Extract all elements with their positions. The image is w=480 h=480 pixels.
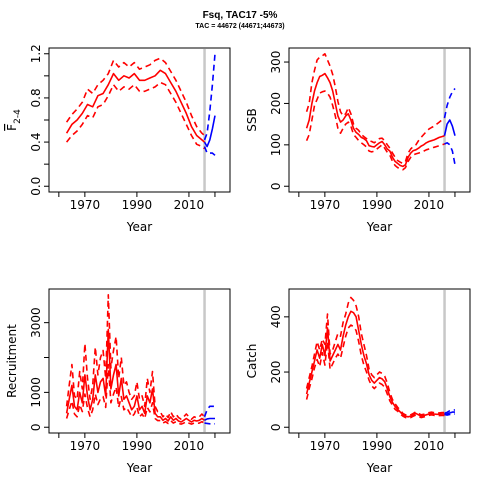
y-axis-label-main: F xyxy=(5,124,19,131)
series-history-upper xyxy=(65,294,206,420)
series-projection-lower xyxy=(203,146,216,156)
series-history-median xyxy=(305,72,445,168)
x-tick-label: 2010 xyxy=(174,439,205,453)
series-projection-lower xyxy=(444,413,455,416)
series-projection-lower xyxy=(204,422,215,425)
x-tick-label: 1970 xyxy=(310,198,341,212)
series-projection-upper xyxy=(444,409,456,415)
y-tick-label: 0.4 xyxy=(29,133,43,152)
y-tick-label: 300 xyxy=(269,51,283,74)
y-tick-label: 1.2 xyxy=(29,44,43,63)
series-projection-median xyxy=(203,115,216,148)
y-tick-label: 0 xyxy=(269,182,283,190)
y-axis-label: Catch xyxy=(245,344,259,379)
plot-frame xyxy=(48,288,231,434)
series-projection-lower xyxy=(444,142,456,165)
y-tick-label: 200 xyxy=(269,92,283,115)
y-tick-label: 0.8 xyxy=(29,88,43,107)
figure-title: Fsq, TAC17 -5% xyxy=(202,10,278,21)
x-tick-label: 1990 xyxy=(362,439,393,453)
panel-fbar: 1970 1990 2010 Year 0.0 0.4 0.8 1.2 F2-4 xyxy=(5,44,231,234)
y-tick-label: 200 xyxy=(269,361,283,384)
series-history-upper xyxy=(305,296,445,417)
y-axis-label: SSB xyxy=(245,108,259,131)
series-history-lower xyxy=(65,81,206,150)
y-axis-label-sub: 2-4 xyxy=(13,109,23,124)
x-axis-label: Year xyxy=(126,220,152,234)
x-tick-label: 1990 xyxy=(122,198,153,212)
series-history-upper xyxy=(65,57,206,137)
series-history-lower xyxy=(305,90,445,171)
y-tick-label: 0 xyxy=(29,423,43,431)
series-history-lower xyxy=(305,324,445,419)
series-history-lower xyxy=(65,363,205,425)
y-tick-label: 3000 xyxy=(29,307,43,338)
x-tick-label: 1990 xyxy=(362,198,393,212)
x-tick-label: 1970 xyxy=(70,198,101,212)
panel-ssb: 1970 1990 2010 Year 0 100 200 300 SSB xyxy=(245,47,471,234)
series-projection-median xyxy=(204,417,215,422)
series-projection-upper xyxy=(203,53,216,141)
y-tick-label: 100 xyxy=(269,133,283,156)
series-history-median xyxy=(65,69,206,143)
y-tick-label: 1000 xyxy=(29,377,43,408)
y-axis-label: Recruitment xyxy=(5,324,19,398)
panel-recruitment: 1970 1990 2010 Year 0 1000 3000 Recruitment xyxy=(5,288,231,475)
x-tick-label: 2010 xyxy=(414,439,445,453)
x-tick-label: 2010 xyxy=(414,198,445,212)
series-projection-upper xyxy=(443,88,456,119)
series-projection-median xyxy=(443,119,456,136)
y-tick-label: 0 xyxy=(269,423,283,431)
series-history-upper xyxy=(305,53,446,165)
series-history-median xyxy=(305,310,445,418)
y-tick-label: 400 xyxy=(269,305,283,328)
series-projection-median xyxy=(444,411,455,415)
x-axis-label: Year xyxy=(366,220,392,234)
figure-subtitle: TAC = 44672 (44671;44673) xyxy=(195,23,285,30)
series-projection-upper xyxy=(203,405,215,418)
x-tick-label: 1970 xyxy=(310,439,341,453)
x-axis-label: Year xyxy=(366,461,392,475)
series-history-median xyxy=(65,328,205,423)
y-tick-label: 0.0 xyxy=(29,177,43,196)
x-tick-label: 2010 xyxy=(174,198,205,212)
x-tick-label: 1970 xyxy=(70,439,101,453)
plot-frame xyxy=(288,288,471,434)
x-tick-label: 1990 xyxy=(122,439,153,453)
panel-catch: 1970 1990 2010 Year 0 200 400 Catch xyxy=(245,288,471,475)
y-axis-label: F2-4 xyxy=(5,109,23,131)
plot-frame xyxy=(288,47,471,193)
x-axis-label: Year xyxy=(126,461,152,475)
